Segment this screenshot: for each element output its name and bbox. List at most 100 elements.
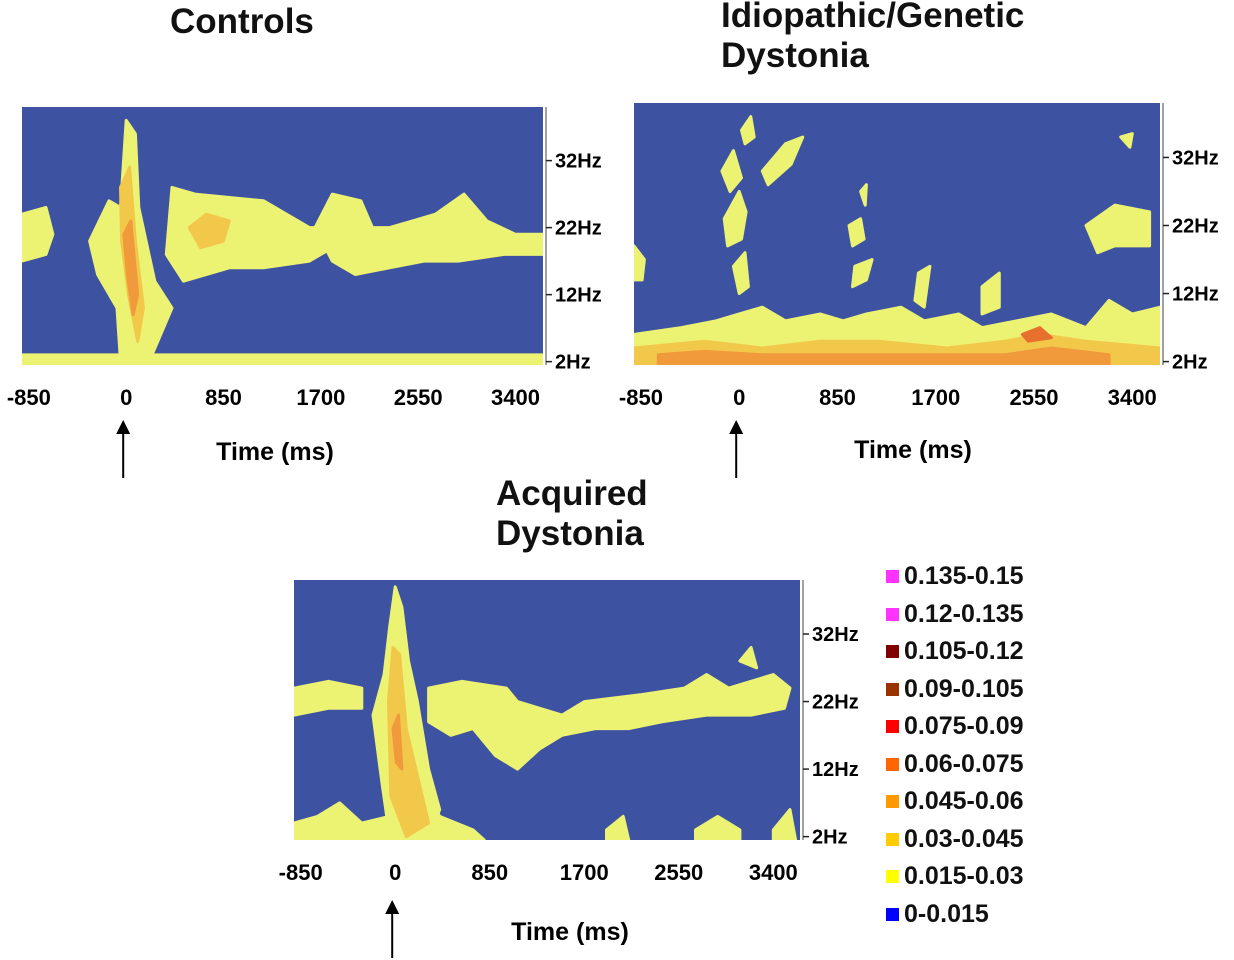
- x-tick-label: -850: [619, 385, 663, 410]
- contour-region-level-1: [427, 673, 792, 771]
- x-tick-label: 850: [819, 385, 856, 410]
- contour-region-level-1: [740, 115, 756, 146]
- x-axis-label: Time (ms): [854, 436, 972, 464]
- legend-label: 0.045-0.06: [904, 787, 1024, 816]
- x-tick-label: 2550: [654, 860, 703, 885]
- legend-label: 0.03-0.045: [904, 824, 1024, 853]
- x-axis-label: Time (ms): [216, 438, 334, 466]
- x-tick-label: 1700: [911, 385, 960, 410]
- legend-swatch: [886, 570, 899, 584]
- x-tick-label: -850: [279, 860, 323, 885]
- legend-item: 0.075-0.09: [886, 708, 1024, 746]
- contour-region-level-1: [313, 192, 543, 276]
- contour-region-level-1: [22, 353, 543, 365]
- y-tick-label: 32Hz: [1172, 147, 1219, 169]
- legend-item: 0.09-0.105: [886, 671, 1024, 709]
- y-tick-label: 12Hz: [812, 759, 859, 781]
- x-tick-label: 3400: [1108, 385, 1157, 410]
- legend-item: 0.06-0.075: [886, 746, 1024, 784]
- x-tick-label: 3400: [491, 385, 540, 410]
- idiopathic-title-line2: Dystonia: [721, 36, 869, 75]
- legend-label: 0.105-0.12: [904, 637, 1024, 666]
- contour-region-level-1: [722, 190, 748, 248]
- contour-region-level-3: [656, 346, 1111, 365]
- y-tick-label: 22Hz: [555, 218, 602, 240]
- y-tick-label: 32Hz: [812, 624, 859, 646]
- contour-region-level-1: [859, 183, 868, 207]
- legend-swatch: [886, 870, 899, 884]
- legend-swatch: [886, 682, 899, 696]
- contour-region-level-1: [22, 206, 55, 263]
- heatmap-panel: 2Hz 12Hz 22Hz 32Hz -850 0 850 1700 2550 3400 Time …: [619, 103, 1219, 478]
- x-axis-label: Time (ms): [511, 918, 629, 946]
- legend-label: 0.06-0.075: [904, 749, 1024, 778]
- controls-title: Controls: [170, 2, 314, 41]
- legend-swatch: [886, 757, 899, 771]
- legend-swatch: [886, 907, 899, 921]
- acquired-title-line2: Dystonia: [496, 514, 644, 553]
- contour-region-level-1: [760, 135, 805, 187]
- legend-item: 0-0.015: [886, 896, 1024, 934]
- legend: 0.135-0.15 0.12-0.135 0.105-0.12 0.09-0.105…: [886, 558, 1024, 933]
- event-arrow-icon: [116, 420, 131, 434]
- contour-region-level-1: [913, 264, 932, 309]
- contour-region-level-1: [847, 217, 866, 248]
- x-tick-label: -850: [7, 385, 51, 410]
- heatmap-panel: 2Hz 12Hz 22Hz 32Hz -850 0 850 1700 2550 3400 Time …: [7, 107, 602, 478]
- legend-item: 0.105-0.12: [886, 633, 1024, 671]
- x-tick-label: 0: [733, 385, 745, 410]
- y-tick-label: 2Hz: [812, 827, 848, 849]
- y-tick-label: 32Hz: [555, 151, 602, 173]
- x-tick-label: 1700: [296, 385, 345, 410]
- event-arrow-icon: [729, 420, 744, 434]
- legend-swatch: [886, 645, 899, 659]
- x-tick-label: 850: [471, 860, 508, 885]
- legend-swatch: [886, 832, 899, 846]
- contour-region-level-1: [605, 814, 631, 840]
- idiopathic-title-line1: Idiopathic/Genetic: [721, 0, 1025, 35]
- legend-label: 0-0.015: [904, 899, 989, 928]
- y-tick-label: 12Hz: [555, 285, 602, 307]
- contour-region-level-1: [1084, 203, 1152, 255]
- legend-item: 0.135-0.15: [886, 558, 1024, 596]
- contour-region-level-3: [122, 219, 140, 317]
- x-tick-label: 0: [389, 860, 401, 885]
- y-tick-label: 12Hz: [1172, 284, 1219, 306]
- x-tick-label: 0: [120, 385, 132, 410]
- legend-label: 0.09-0.105: [904, 674, 1024, 703]
- contour-regions: [634, 115, 1160, 365]
- y-tick-label: 22Hz: [812, 692, 859, 714]
- legend-item: 0.045-0.06: [886, 783, 1024, 821]
- legend-swatch: [886, 795, 899, 809]
- contour-region-level-2: [387, 646, 431, 839]
- legend-item: 0.015-0.03: [886, 858, 1024, 896]
- y-tick-label: 22Hz: [1172, 215, 1219, 237]
- contour-region-level-1: [694, 814, 742, 840]
- contour-region-level-1: [851, 258, 874, 289]
- contour-region-level-1: [980, 271, 1001, 316]
- idiopathic-title: Idiopathic/Genetic Dystonia: [721, 0, 1024, 76]
- legend-label: 0.135-0.15: [904, 562, 1024, 591]
- y-tick-label: 2Hz: [1172, 352, 1208, 374]
- contour-region-level-1: [1119, 132, 1134, 149]
- acquired-title: Acquired Dystonia: [496, 474, 648, 554]
- y-tick-label: 2Hz: [555, 352, 591, 374]
- x-tick-label: 2550: [394, 385, 443, 410]
- contour-regions: [22, 118, 543, 365]
- legend-item: 0.12-0.135: [886, 596, 1024, 634]
- heatmap-panel: 2Hz 12Hz 22Hz 32Hz -850 0 850 1700 2550 3400 Time …: [279, 580, 859, 958]
- acquired-title-line1: Acquired: [496, 474, 648, 513]
- contour-region-level-3: [391, 713, 404, 771]
- event-arrow-icon: [385, 900, 400, 914]
- legend-label: 0.015-0.03: [904, 862, 1024, 891]
- contour-region-level-4: [1020, 326, 1053, 343]
- x-tick-label: 2550: [1010, 385, 1059, 410]
- x-tick-label: 850: [205, 385, 242, 410]
- contour-region-level-1: [294, 679, 364, 717]
- contour-region-level-1: [731, 251, 750, 295]
- legend-swatch: [886, 607, 899, 621]
- contour-region-level-1: [738, 646, 759, 670]
- legend-item: 0.03-0.045: [886, 821, 1024, 859]
- legend-label: 0.12-0.135: [904, 599, 1024, 628]
- contour-region-level-1: [771, 808, 798, 840]
